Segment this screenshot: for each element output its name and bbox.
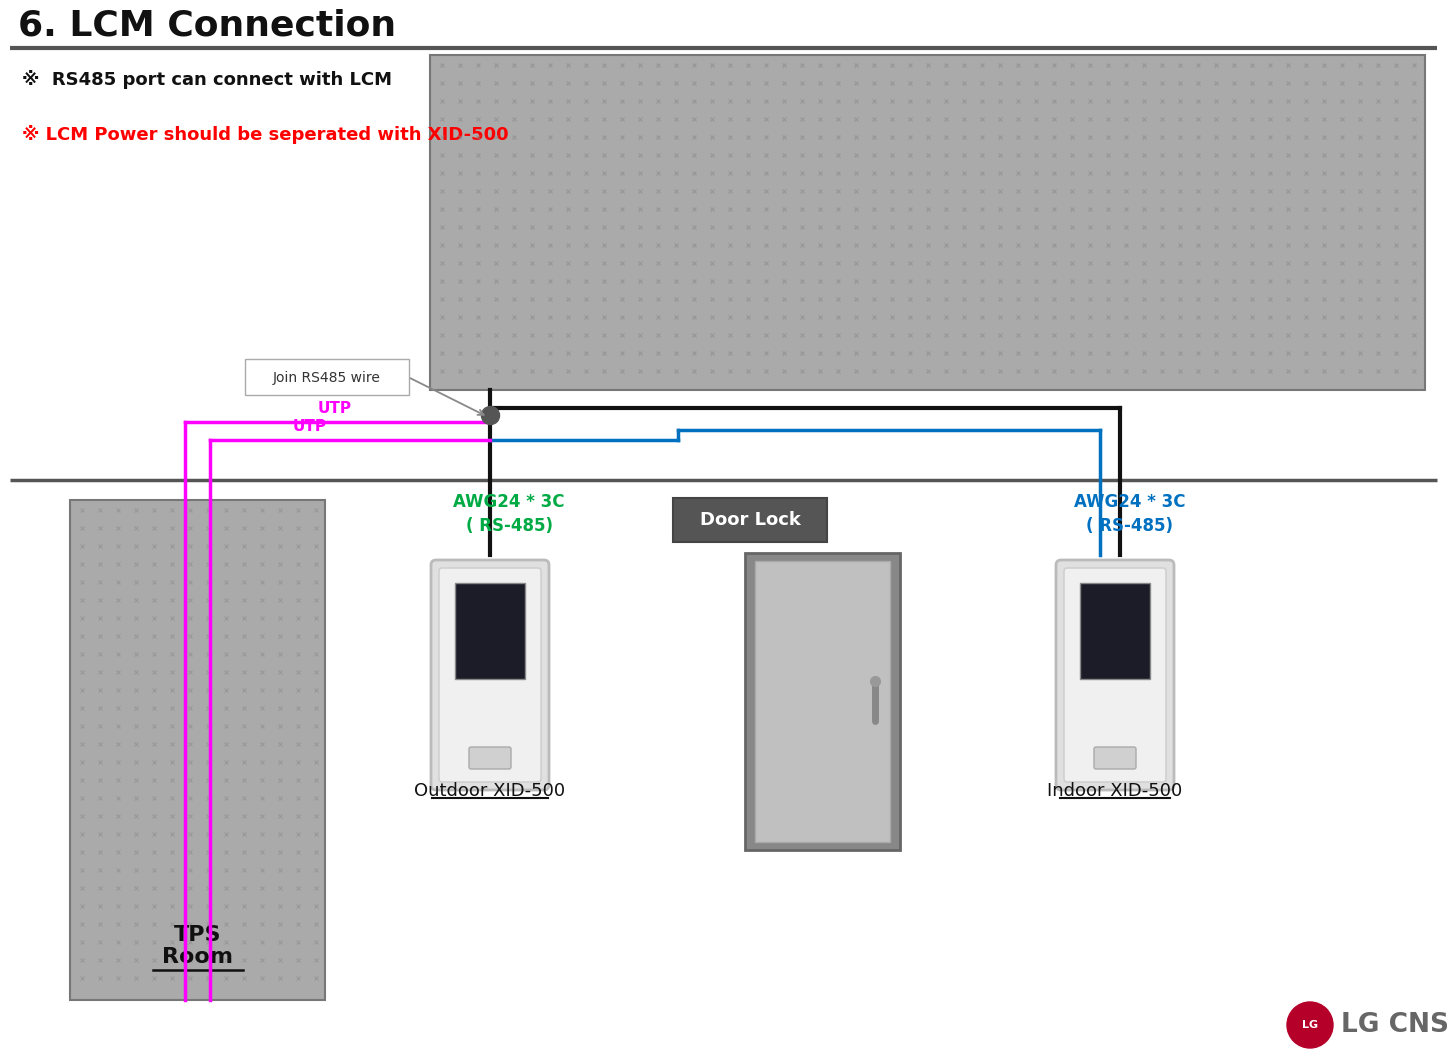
FancyBboxPatch shape — [1079, 582, 1150, 679]
Text: LG CNS: LG CNS — [1341, 1012, 1447, 1038]
Text: Indoor XID-500: Indoor XID-500 — [1048, 782, 1182, 800]
FancyBboxPatch shape — [438, 568, 541, 782]
Polygon shape — [745, 553, 900, 850]
Text: UTP: UTP — [292, 419, 327, 434]
Text: AWG24 * 3C
( RS-485): AWG24 * 3C ( RS-485) — [1074, 493, 1185, 535]
FancyBboxPatch shape — [69, 500, 326, 1001]
Text: Join RS485 wire: Join RS485 wire — [273, 371, 381, 385]
FancyBboxPatch shape — [454, 582, 525, 679]
FancyBboxPatch shape — [431, 560, 548, 790]
FancyBboxPatch shape — [1064, 568, 1166, 782]
Text: 6. LCM Connection: 6. LCM Connection — [17, 8, 396, 42]
FancyBboxPatch shape — [673, 498, 828, 542]
Text: UTP: UTP — [318, 401, 352, 416]
FancyBboxPatch shape — [1056, 560, 1174, 790]
FancyBboxPatch shape — [245, 359, 410, 395]
Text: Door Lock: Door Lock — [699, 511, 800, 529]
FancyBboxPatch shape — [1094, 747, 1136, 769]
FancyBboxPatch shape — [430, 55, 1425, 390]
Text: ※ LCM Power should be seperated with XID-500: ※ LCM Power should be seperated with XID… — [22, 125, 509, 144]
Text: Outdoor XID-500: Outdoor XID-500 — [414, 782, 566, 800]
Polygon shape — [755, 561, 890, 842]
Text: ※  RS485 port can connect with LCM: ※ RS485 port can connect with LCM — [22, 70, 392, 89]
Text: LG: LG — [1302, 1020, 1318, 1030]
Circle shape — [1286, 1002, 1333, 1048]
Text: AWG24 * 3C
( RS-485): AWG24 * 3C ( RS-485) — [453, 493, 564, 535]
Text: Room: Room — [162, 947, 233, 967]
Text: TPS: TPS — [174, 925, 221, 945]
FancyBboxPatch shape — [469, 747, 511, 769]
